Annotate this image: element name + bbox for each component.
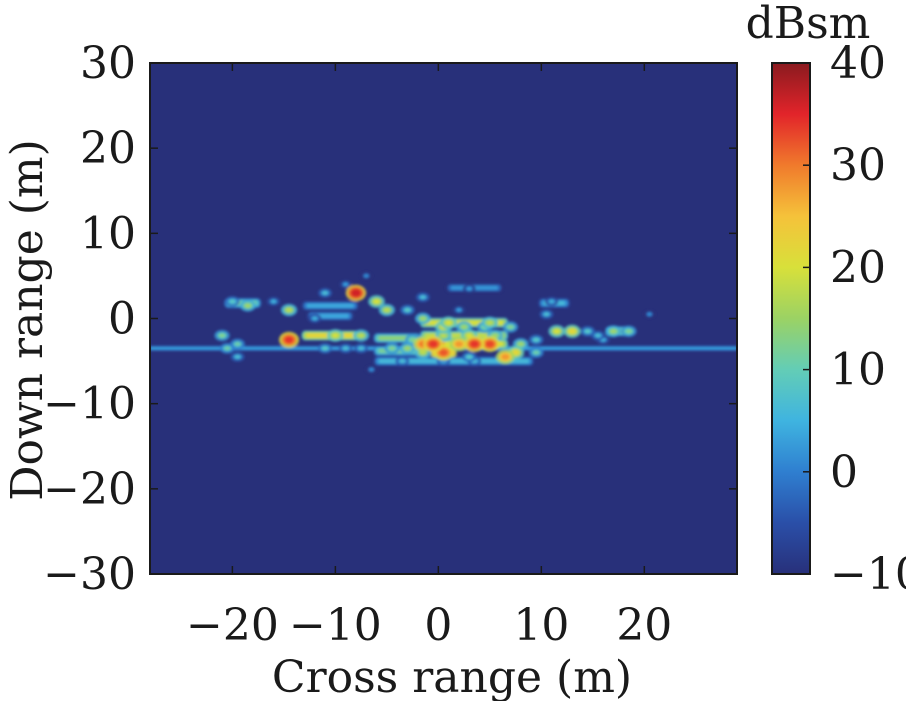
- scatterer-core: [596, 334, 600, 337]
- scatterer-core: [469, 340, 479, 348]
- scatterer-core: [501, 353, 510, 360]
- y-tick-label: −30: [43, 549, 136, 600]
- colorbar-label: dBsm: [746, 0, 871, 49]
- colorbar-tick-label: 10: [830, 345, 886, 396]
- y-axis: −30 −20 −10 0 10 20 30: [43, 38, 737, 600]
- x-tick-label: 0: [424, 600, 452, 651]
- scatterer-core: [236, 355, 240, 359]
- scatterer-core: [455, 341, 463, 347]
- scatterer-core: [351, 289, 361, 297]
- scatterer-core: [364, 274, 368, 278]
- x-axis-label: Cross range (m): [272, 652, 632, 701]
- x-tick-label: −10: [289, 600, 382, 651]
- scatterer-core: [544, 313, 548, 316]
- scatterer-core: [410, 338, 415, 341]
- scatterer-core: [428, 340, 438, 348]
- scatterer-core: [626, 330, 632, 333]
- scatterer-core: [272, 300, 276, 303]
- colorbar-tick-label: −10: [830, 549, 906, 600]
- scatterer-core: [284, 336, 294, 344]
- scatterer-core: [461, 325, 467, 329]
- scatterer-core: [373, 299, 380, 304]
- scatterer-core: [323, 291, 327, 295]
- scatterer-core: [611, 329, 616, 333]
- scatterer-core: [421, 296, 425, 299]
- scatterer-core: [439, 349, 448, 356]
- scatter-bar-core: [306, 303, 354, 308]
- x-tick-label: −20: [186, 600, 279, 651]
- scatterer-core: [344, 283, 348, 286]
- colorbar-tick-label: 20: [830, 242, 886, 293]
- y-tick-label: −20: [43, 464, 136, 515]
- x-tick-label: 20: [616, 600, 672, 651]
- x-axis: −20 −10 0 10 20: [186, 63, 672, 651]
- scatterer-core: [585, 330, 590, 333]
- scatterer-core: [553, 329, 560, 334]
- colorbar-tick-label: 0: [830, 447, 858, 498]
- scatterer-core: [647, 313, 651, 316]
- scatterer-core: [518, 342, 524, 346]
- scatterer-core: [466, 333, 473, 338]
- y-tick-label: 0: [108, 294, 136, 345]
- scatterer-core: [534, 351, 539, 354]
- scatterer-core: [569, 329, 576, 334]
- colorbar: [771, 62, 811, 575]
- scatterer-core: [445, 320, 452, 325]
- scatterer-core: [534, 338, 538, 341]
- scatterer-core: [440, 333, 447, 338]
- y-tick-label: 10: [80, 208, 136, 259]
- scatterer-core: [313, 317, 317, 320]
- scatterer-core: [286, 308, 292, 312]
- scatterer-core: [420, 350, 426, 355]
- scatterer-core: [369, 368, 373, 371]
- scatterer-core: [219, 334, 225, 337]
- scatterer-core: [467, 287, 471, 290]
- scatterer-core: [235, 342, 240, 346]
- scatterer-core: [457, 308, 461, 312]
- y-tick-label: 20: [80, 123, 136, 174]
- y-axis-label: Down range (m): [2, 139, 53, 501]
- scatterer-core: [405, 346, 410, 350]
- scatterer-core: [389, 347, 395, 350]
- scatterer-core: [485, 340, 495, 348]
- scatterer-core: [384, 308, 390, 312]
- y-tick-label: −10: [43, 379, 136, 430]
- scatterer-core: [550, 300, 554, 303]
- heatmap-layer: [150, 271, 737, 374]
- scatterer-core: [420, 317, 426, 320]
- colorbar-tick-label: 40: [830, 38, 886, 89]
- scatterer-core: [245, 304, 251, 308]
- colorbar-axis: −10 0 10 20 30 40: [803, 38, 906, 600]
- scatterer-core: [405, 308, 410, 312]
- scatterer-core: [492, 334, 498, 337]
- scatterer-core: [230, 300, 235, 303]
- scatterer-core: [487, 321, 493, 325]
- scatterer-core: [225, 347, 230, 350]
- scatterer-core: [344, 347, 348, 350]
- scatterer-core: [323, 347, 327, 350]
- scatterer-core: [467, 355, 471, 359]
- scatterer-core: [332, 333, 339, 338]
- scatterer-core: [512, 350, 519, 355]
- x-tick-label: 10: [513, 600, 569, 651]
- scatterer-core: [508, 325, 513, 329]
- scatterer-core: [358, 333, 364, 338]
- scatterer-core: [359, 347, 363, 350]
- scatterer-core: [400, 359, 404, 363]
- colorbar-tick-label: 30: [830, 140, 886, 191]
- scatter-bar-core: [378, 359, 530, 364]
- y-tick-label: 30: [80, 38, 136, 89]
